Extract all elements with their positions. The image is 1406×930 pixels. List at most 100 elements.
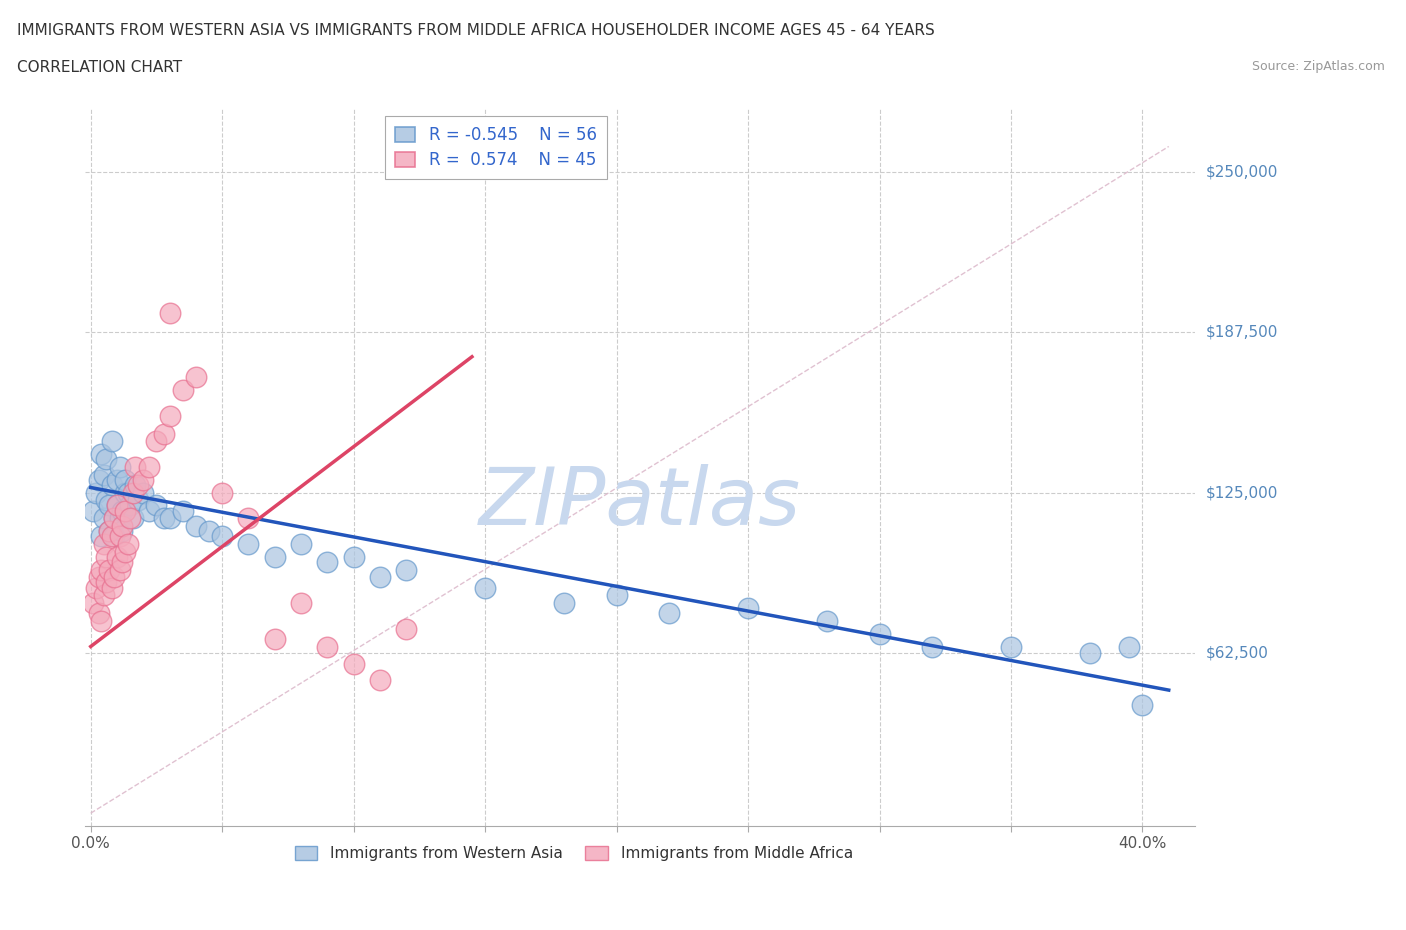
Point (111, 524, 134, 538)
Point (103, 529, 125, 544)
Point (103, 511, 125, 525)
Point (93, 511, 115, 525)
Point (90, 562, 112, 577)
Point (93, 467, 115, 482)
Point (90, 614, 112, 629)
Text: $250,000: $250,000 (1206, 165, 1278, 179)
Point (124, 477, 146, 492)
Point (87, 472, 110, 487)
Point (1118, 639, 1140, 654)
Text: Source: ZipAtlas.com: Source: ZipAtlas.com (1251, 60, 1385, 73)
Point (117, 485, 139, 500)
Text: ZIPatlas: ZIPatlas (479, 464, 801, 542)
Point (159, 408, 181, 423)
Point (124, 459, 146, 474)
Point (184, 519, 207, 534)
Point (211, 529, 233, 544)
Point (111, 519, 134, 534)
Point (263, 631, 285, 646)
Point (82, 595, 104, 610)
Point (145, 434, 167, 449)
Text: $62,500: $62,500 (1206, 645, 1270, 660)
Legend: Immigrants from Western Asia, Immigrants from Middle Africa: Immigrants from Western Asia, Immigrants… (287, 838, 860, 869)
Point (316, 554, 339, 569)
Point (98, 498, 121, 513)
Point (121, 485, 143, 500)
Point (145, 498, 167, 513)
Point (815, 614, 838, 629)
Point (96, 452, 118, 467)
Point (87, 605, 110, 620)
Point (93, 537, 115, 551)
Point (114, 503, 136, 518)
Point (87, 570, 110, 585)
Point (100, 477, 122, 492)
Point (127, 493, 149, 508)
Point (198, 524, 221, 538)
Point (153, 426, 176, 441)
Point (103, 570, 125, 585)
Point (474, 580, 496, 595)
Point (117, 537, 139, 551)
Point (120, 511, 142, 525)
Point (108, 529, 131, 544)
Point (343, 657, 366, 671)
Point (138, 459, 160, 474)
Point (82, 503, 104, 518)
Point (553, 595, 575, 610)
Point (105, 498, 128, 513)
Point (121, 511, 143, 525)
Text: $125,000: $125,000 (1206, 485, 1278, 500)
Point (105, 498, 128, 513)
Point (108, 562, 131, 577)
Point (211, 485, 233, 500)
Point (184, 370, 207, 385)
Point (395, 562, 418, 577)
Point (120, 498, 142, 513)
Point (96, 550, 118, 565)
Point (96, 493, 118, 508)
Point (114, 485, 136, 500)
Point (238, 511, 260, 525)
Point (105, 472, 128, 487)
Point (869, 626, 891, 641)
Point (100, 580, 122, 595)
Point (316, 639, 339, 654)
Point (90, 446, 112, 461)
Point (172, 382, 194, 397)
Point (1078, 645, 1101, 660)
Point (103, 511, 125, 525)
Point (111, 503, 134, 518)
Point (108, 459, 131, 474)
Point (153, 511, 176, 525)
Point (658, 605, 681, 620)
Point (98, 562, 121, 577)
Point (138, 503, 160, 518)
Point (395, 621, 418, 636)
Point (111, 554, 134, 569)
Point (368, 672, 391, 687)
Text: $187,500: $187,500 (1206, 325, 1278, 339)
Point (93, 588, 115, 603)
Point (290, 537, 312, 551)
Point (368, 570, 391, 585)
Point (84, 580, 107, 595)
Point (98, 524, 121, 538)
Point (606, 588, 628, 603)
Point (132, 472, 155, 487)
Point (127, 477, 149, 492)
Point (159, 306, 181, 321)
Text: IMMIGRANTS FROM WESTERN ASIA VS IMMIGRANTS FROM MIDDLE AFRICA HOUSEHOLDER INCOME: IMMIGRANTS FROM WESTERN ASIA VS IMMIGRAN… (17, 23, 935, 38)
Point (290, 595, 312, 610)
Point (114, 472, 136, 487)
Point (98, 524, 121, 538)
Point (343, 550, 366, 565)
Point (100, 529, 122, 544)
Point (90, 529, 112, 544)
Point (238, 537, 260, 551)
Point (921, 639, 943, 654)
Point (737, 601, 759, 616)
Text: CORRELATION CHART: CORRELATION CHART (17, 60, 181, 75)
Point (159, 511, 181, 525)
Point (114, 544, 136, 559)
